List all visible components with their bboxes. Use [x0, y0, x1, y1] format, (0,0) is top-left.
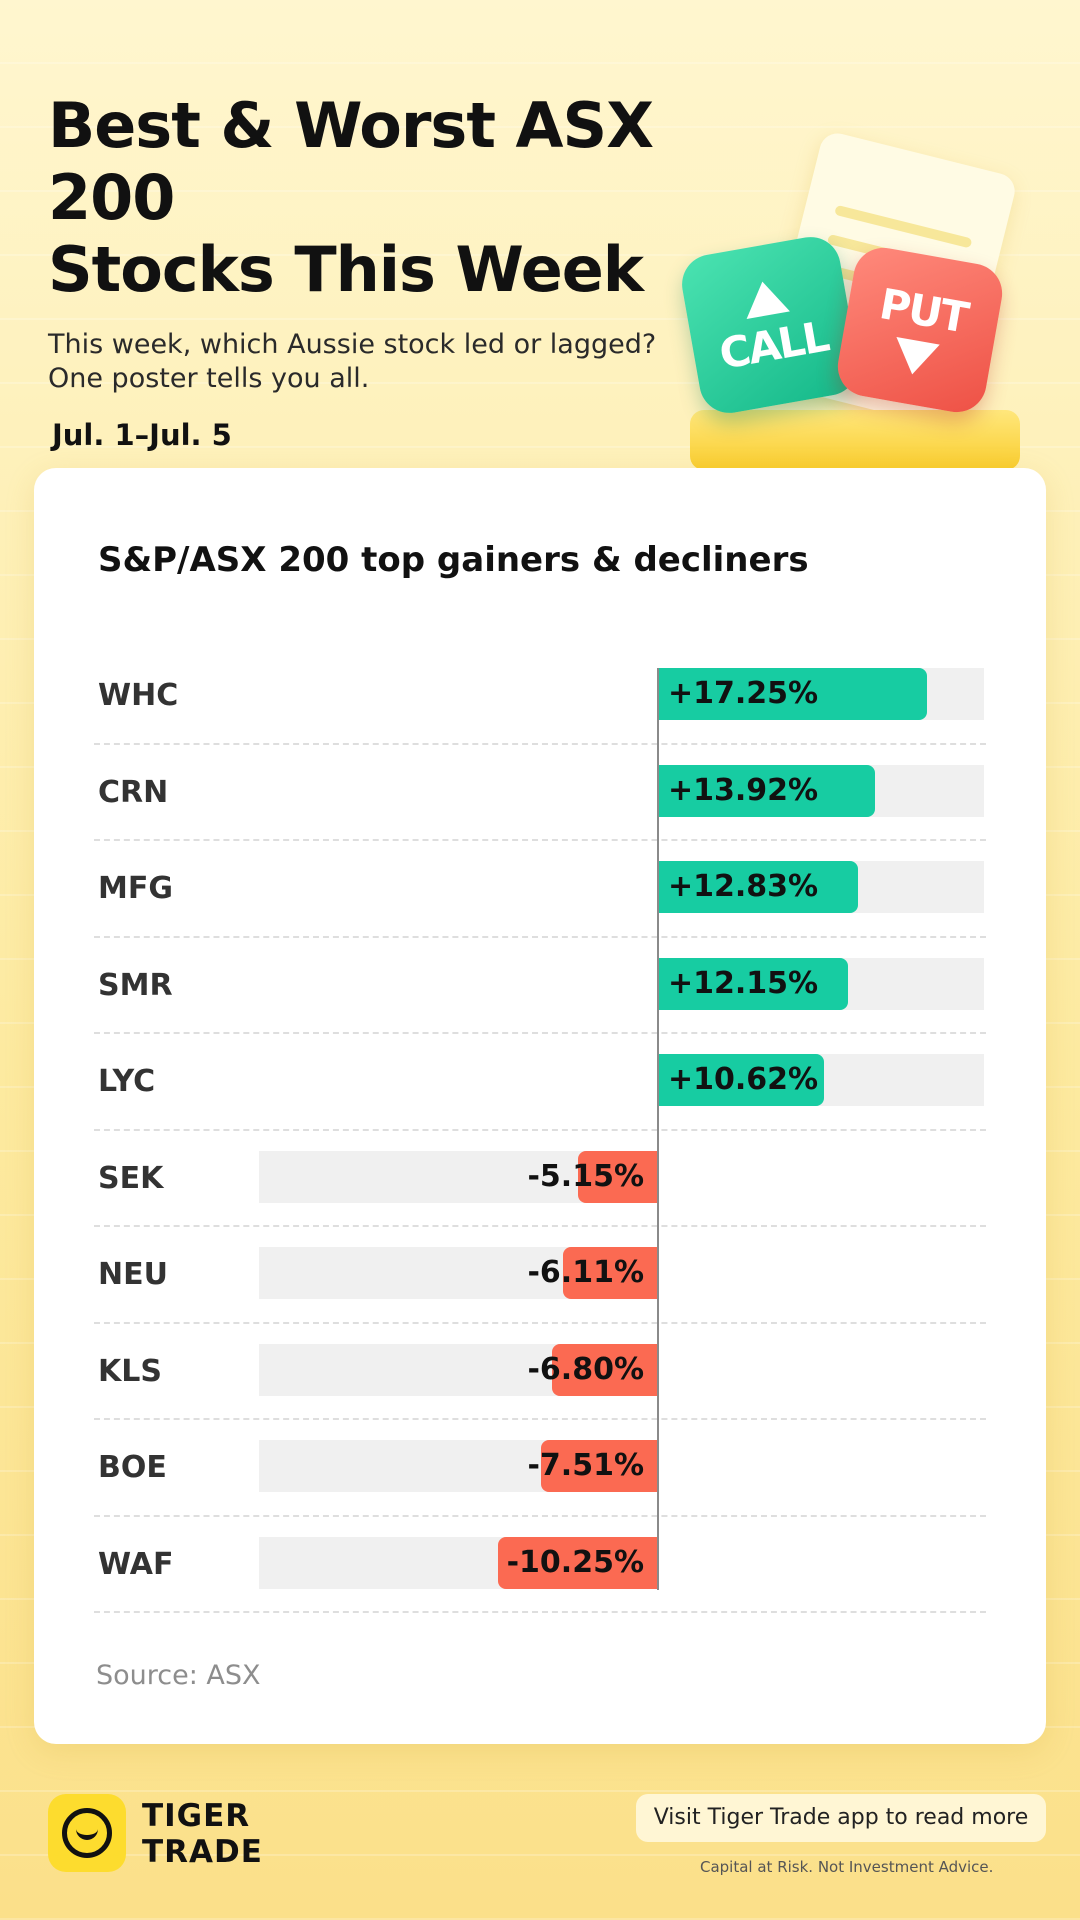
chart-row: SMR +12.15%: [94, 938, 986, 1034]
bar: [551, 1343, 658, 1396]
zero-axis-line: [657, 668, 659, 1590]
title-line-1: Best & Worst ASX 200: [48, 89, 654, 234]
ticker-label: NEU: [98, 1257, 168, 1292]
platform: [690, 410, 1020, 470]
bar: [577, 1150, 658, 1203]
bar: [498, 1536, 658, 1589]
logo-ring: [62, 1808, 112, 1858]
chart-card: S&P/ASX 200 top gainers & decliners WHC +…: [34, 468, 1046, 1744]
bar: [658, 957, 848, 1010]
chart-row: WAF -10.25%: [94, 1517, 986, 1613]
value-label: -10.25%: [506, 1544, 644, 1580]
ticker-label: WAF: [98, 1546, 174, 1582]
bar: [658, 1054, 824, 1106]
ticker-label: MFG: [98, 871, 173, 906]
subtitle-line-2: One poster tells you all.: [48, 363, 370, 394]
arrow-up-icon: [740, 277, 790, 319]
call-put-illustration: CALL PUT: [670, 129, 1050, 470]
brand-line-1: TIGER: [142, 1798, 251, 1834]
brand-line-2: TRADE: [142, 1834, 263, 1870]
chart-row: LYC +10.62%: [94, 1034, 986, 1131]
value-label: -5.15%: [527, 1158, 644, 1194]
chart-row: KLS -6.80%: [94, 1324, 986, 1420]
call-card: CALL: [677, 232, 863, 418]
bar: [540, 1440, 658, 1492]
bar: [562, 1247, 658, 1299]
subtitle-line-1: This week, which Aussie stock led or lag…: [48, 329, 657, 360]
value-label: +17.25%: [668, 676, 819, 711]
value-label: -7.51%: [527, 1448, 644, 1483]
brand-name: TIGER TRADE: [142, 1798, 263, 1870]
chart-row: WHC +17.25%: [94, 648, 986, 745]
arrow-down-icon: [890, 336, 940, 378]
ticker-label: LYC: [98, 1064, 156, 1099]
bar: [658, 668, 928, 720]
bar: [658, 861, 859, 913]
logo-stripe: [76, 1826, 98, 1840]
ticker-label: SMR: [98, 967, 173, 1003]
call-label: CALL: [715, 311, 832, 379]
ticker-label: SEK: [98, 1160, 164, 1196]
disclaimer: Capital at Risk. Not Investment Advice.: [700, 1858, 994, 1876]
bar: [658, 764, 876, 817]
bar-chart: WHC +17.25% CRN +13.92% MFG +12.83% SMR +12.15%…: [94, 648, 986, 1613]
chart-row: CRN +13.92%: [94, 745, 986, 841]
chart-title: S&P/ASX 200 top gainers & decliners: [98, 540, 809, 580]
page-title: Best & Worst ASX 200 Stocks This Week: [48, 90, 768, 306]
put-label: PUT: [876, 278, 971, 343]
date-range: Jul. 1–Jul. 5: [52, 418, 232, 452]
ticker-label: WHC: [98, 678, 179, 713]
value-label: +10.62%: [668, 1062, 819, 1097]
chart-row: MFG +12.83%: [94, 841, 986, 938]
value-label: +12.83%: [668, 869, 819, 904]
chart-row: NEU -6.11%: [94, 1227, 986, 1324]
tiger-logo-icon: [48, 1794, 126, 1872]
put-card: PUT: [833, 243, 1007, 417]
subtitle: This week, which Aussie stock led or lag…: [48, 328, 768, 396]
value-label: -6.11%: [527, 1255, 644, 1290]
title-line-2: Stocks This Week: [48, 233, 644, 306]
ticker-label: KLS: [98, 1353, 162, 1389]
source-note: Source: ASX: [96, 1660, 261, 1691]
header: Best & Worst ASX 200 Stocks This Week Th…: [48, 90, 768, 453]
value-label: +13.92%: [668, 772, 819, 808]
chart-row: BOE -7.51%: [94, 1420, 986, 1517]
ticker-label: BOE: [98, 1450, 167, 1485]
value-label: +12.15%: [668, 965, 819, 1001]
ticker-label: CRN: [98, 774, 169, 810]
visit-app-button[interactable]: Visit Tiger Trade app to read more: [636, 1794, 1046, 1842]
value-label: -6.80%: [527, 1351, 644, 1387]
chart-row: SEK -5.15%: [94, 1131, 986, 1227]
